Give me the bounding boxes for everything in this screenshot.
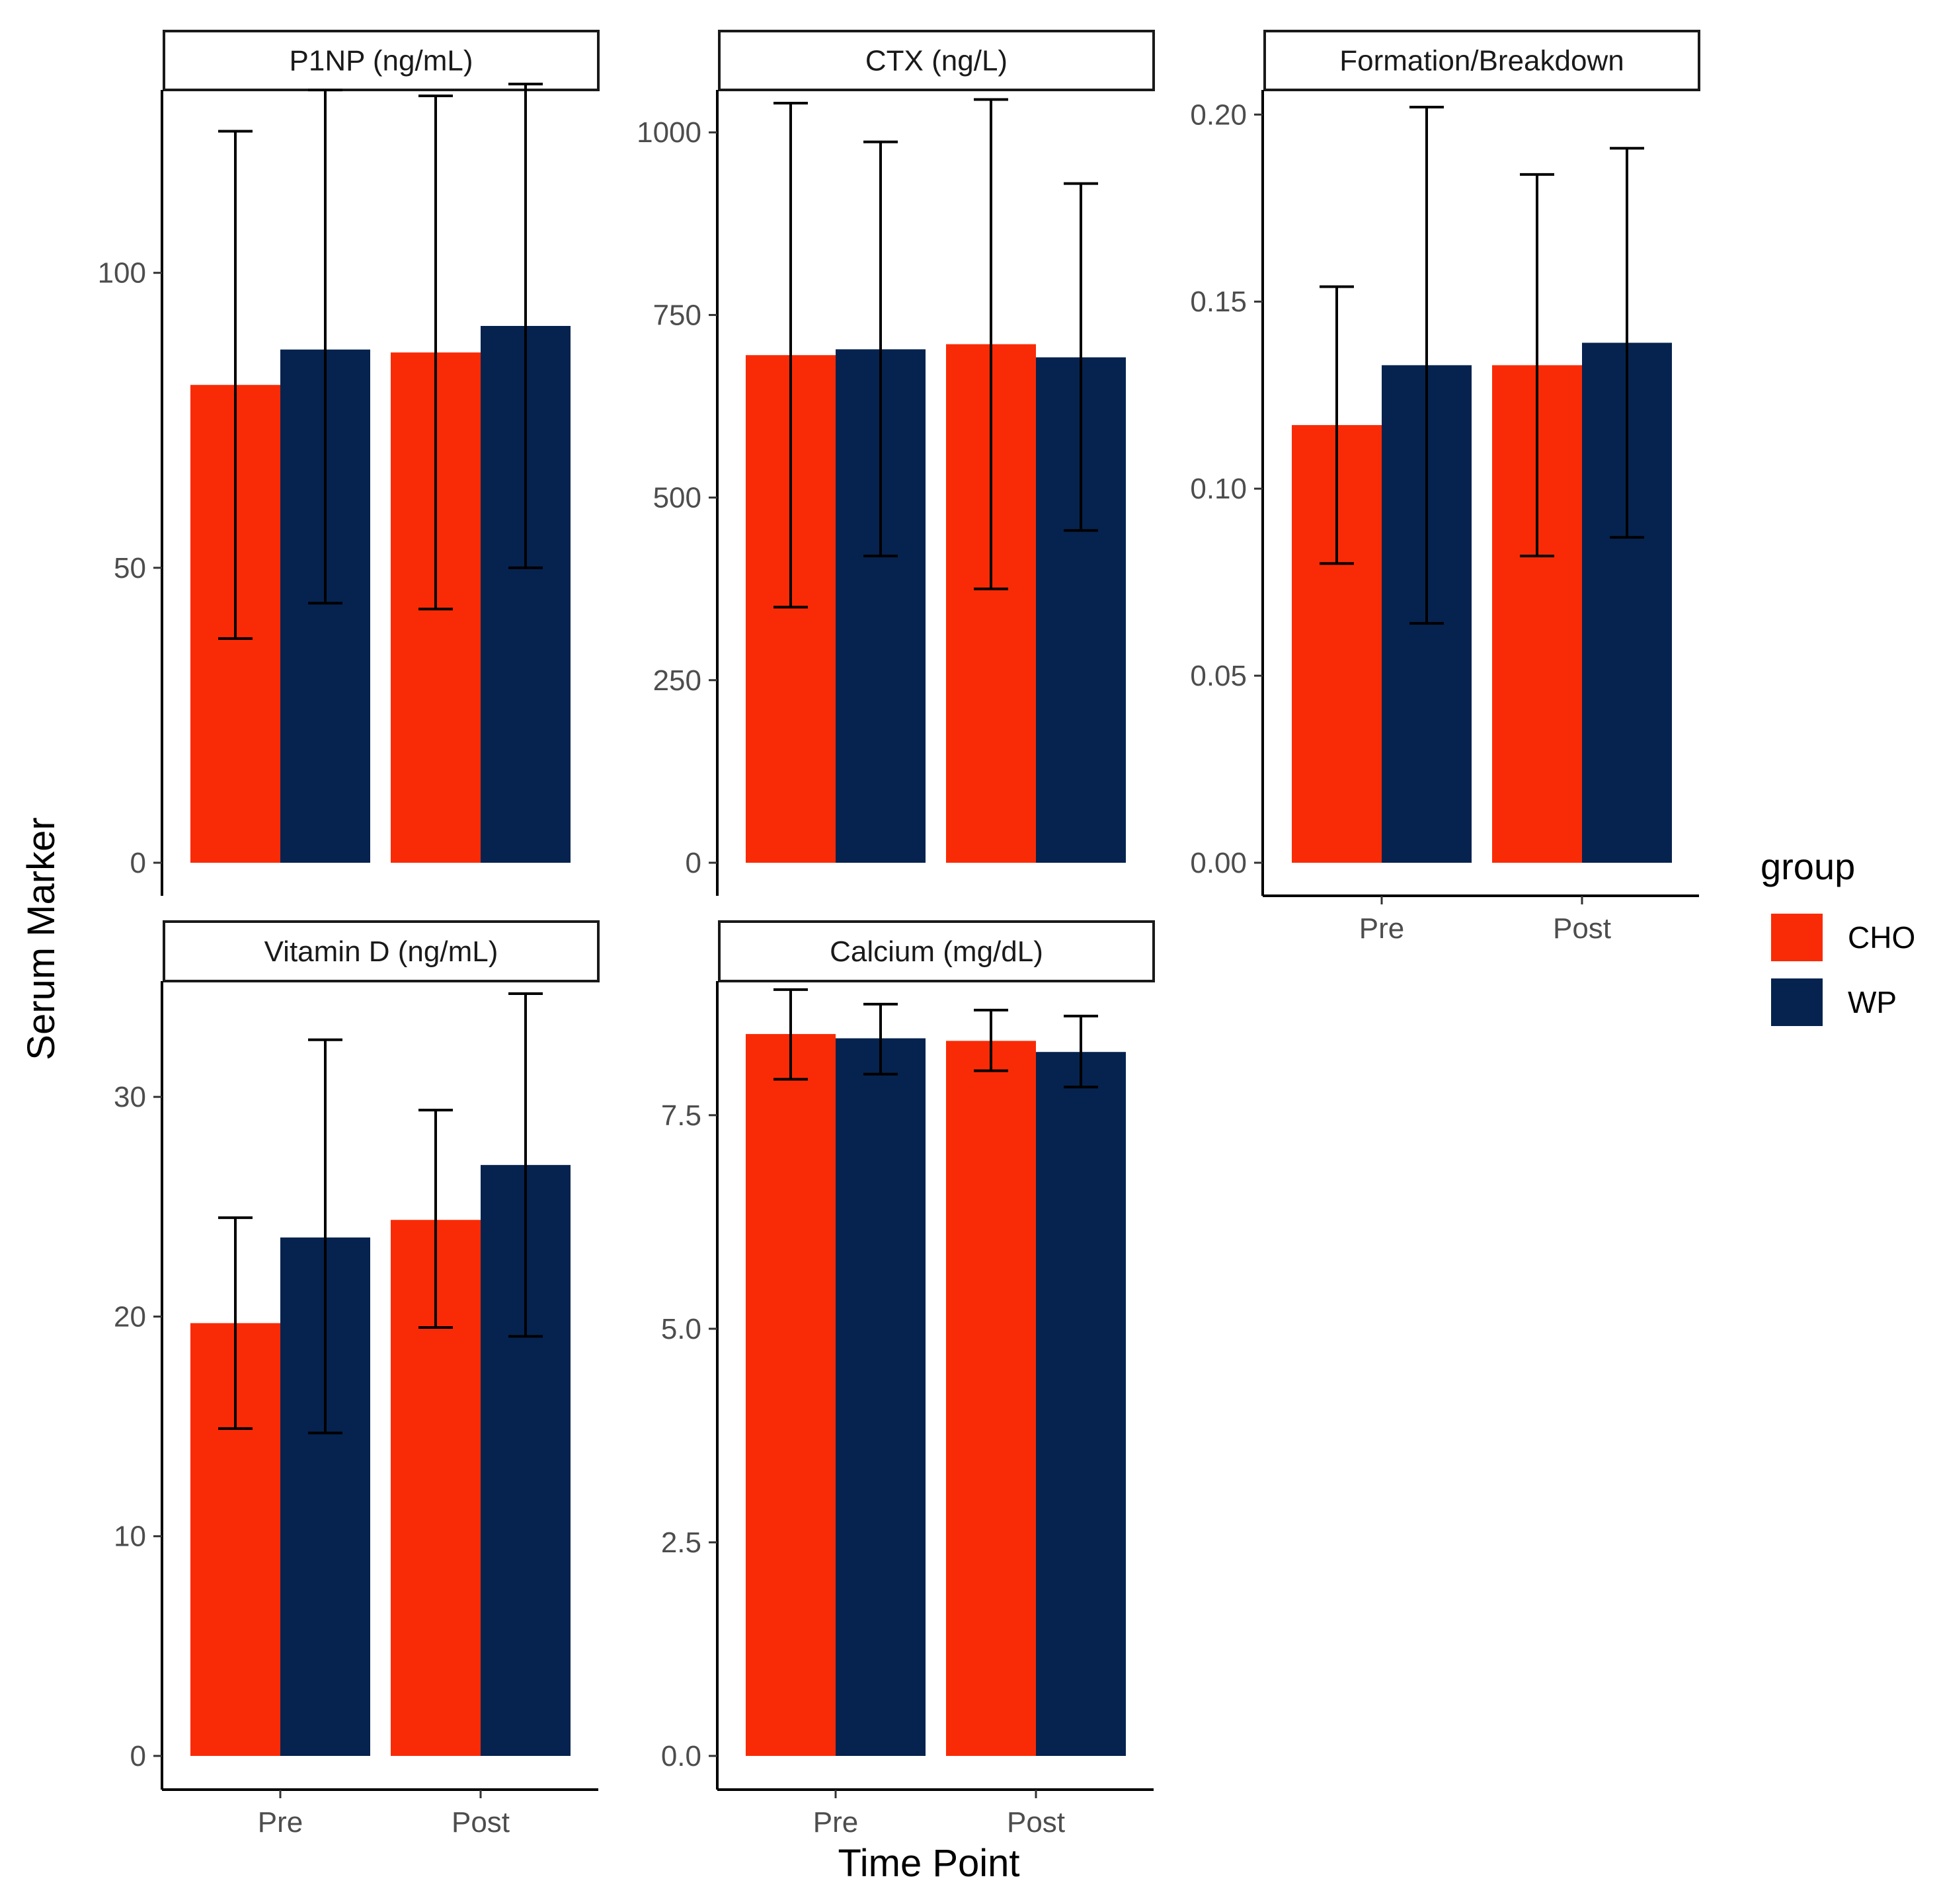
panel-title: P1NP (ng/mL)	[290, 45, 473, 77]
legend-swatch-cho	[1771, 914, 1823, 961]
legend: group CHO WP	[1761, 846, 1915, 1026]
bar-wp-post	[1036, 1052, 1126, 1756]
error-bar-wp-post	[1064, 182, 1098, 532]
y-tick-label: 30	[114, 1081, 146, 1113]
error-bar-wp-pre	[308, 89, 342, 605]
y-tick-label: 0	[686, 847, 701, 879]
x-axis-title: Time Point	[838, 1842, 1019, 1885]
y-tick-label: 0.0	[661, 1740, 701, 1772]
error-bar-wp-pre	[1409, 105, 1444, 625]
panel-title: Formation/Breakdown	[1339, 45, 1624, 77]
panel-title: Vitamin D (ng/mL)	[264, 935, 498, 968]
panel-2: CTX (ng/L) 0 250 500 750 1000	[637, 30, 1155, 896]
panel-strip	[718, 920, 1155, 982]
x-tick-label: Post	[452, 1806, 510, 1839]
panel-strip	[718, 30, 1155, 91]
panel-1: P1NP (ng/mL) 0 50 100	[98, 30, 600, 896]
y-tick-label: 50	[114, 552, 146, 584]
error-bar-cho-pre	[218, 130, 253, 640]
y-tick-label: 0.20	[1190, 99, 1247, 131]
panel-4: Vitamin D (ng/mL) 0 10 20 30 Pre Post	[114, 920, 600, 1839]
y-tick-label: 250	[653, 664, 701, 697]
x-tick-label: Pre	[813, 1806, 858, 1839]
legend-label-wp: WP	[1848, 985, 1897, 1019]
legend-title: group	[1761, 846, 1855, 887]
y-tick-label: 100	[98, 257, 146, 290]
y-tick-label: 10	[114, 1521, 146, 1553]
error-bar-cho-post	[418, 95, 453, 611]
panel-strip	[1263, 30, 1700, 91]
y-axis-title: Serum Marker	[20, 817, 63, 1060]
legend-swatch-wp	[1771, 978, 1823, 1026]
y-tick-label: 0	[130, 847, 146, 879]
x-tick-label: Pre	[258, 1806, 303, 1839]
panel-strip	[163, 920, 600, 982]
error-bar-cho-post	[1520, 173, 1554, 557]
panel-title: Calcium (mg/dL)	[830, 935, 1043, 968]
y-tick-label: 0	[130, 1740, 146, 1772]
error-bar-cho-pre	[773, 988, 808, 1081]
y-tick-label: 0.05	[1190, 660, 1247, 692]
panel-5: Calcium (mg/dL) 0.0 2.5 5.0 7.5 Pre Post	[661, 920, 1155, 1839]
error-bar-wp-post	[508, 992, 543, 1338]
y-tick-label: 20	[114, 1300, 146, 1333]
legend-label-cho: CHO	[1848, 920, 1915, 955]
error-bar-wp-pre	[863, 140, 898, 557]
panel-3: Formation/Breakdown 0.00 0.05 0.10 0.15 0.20 P…	[1190, 30, 1700, 945]
error-bar-cho-post	[418, 1109, 453, 1329]
error-bar-wp-post	[1610, 147, 1644, 539]
panel-strip	[163, 30, 600, 91]
x-tick-label: Post	[1007, 1806, 1065, 1839]
y-tick-label: 0.10	[1190, 473, 1247, 505]
y-tick-label: 750	[653, 299, 701, 331]
y-tick-label: 0.00	[1190, 847, 1247, 879]
x-tick-label: Pre	[1359, 912, 1404, 945]
y-tick-label: 0.15	[1190, 286, 1247, 318]
y-tick-label: 5.0	[661, 1313, 701, 1345]
error-bar-wp-pre	[863, 1002, 898, 1076]
error-bar-cho-post	[974, 98, 1008, 590]
error-bar-wp-pre	[308, 1038, 342, 1435]
error-bar-wp-post	[1064, 1014, 1098, 1089]
error-bar-cho-pre	[1320, 285, 1354, 565]
y-tick-label: 2.5	[661, 1527, 701, 1559]
y-tick-label: 7.5	[661, 1099, 701, 1132]
error-bar-wp-post	[508, 83, 543, 569]
error-bar-cho-pre	[773, 102, 808, 609]
bar-cho-post	[946, 1041, 1036, 1756]
y-tick-label: 500	[653, 482, 701, 514]
x-tick-label: Post	[1553, 912, 1611, 945]
error-bar-cho-pre	[218, 1216, 253, 1430]
bar-wp-pre	[836, 1038, 926, 1756]
error-bar-cho-post	[974, 1008, 1008, 1072]
bar-cho-pre	[746, 1034, 836, 1756]
y-tick-label: 1000	[637, 116, 701, 149]
panel-title: CTX (ng/L)	[865, 45, 1008, 77]
